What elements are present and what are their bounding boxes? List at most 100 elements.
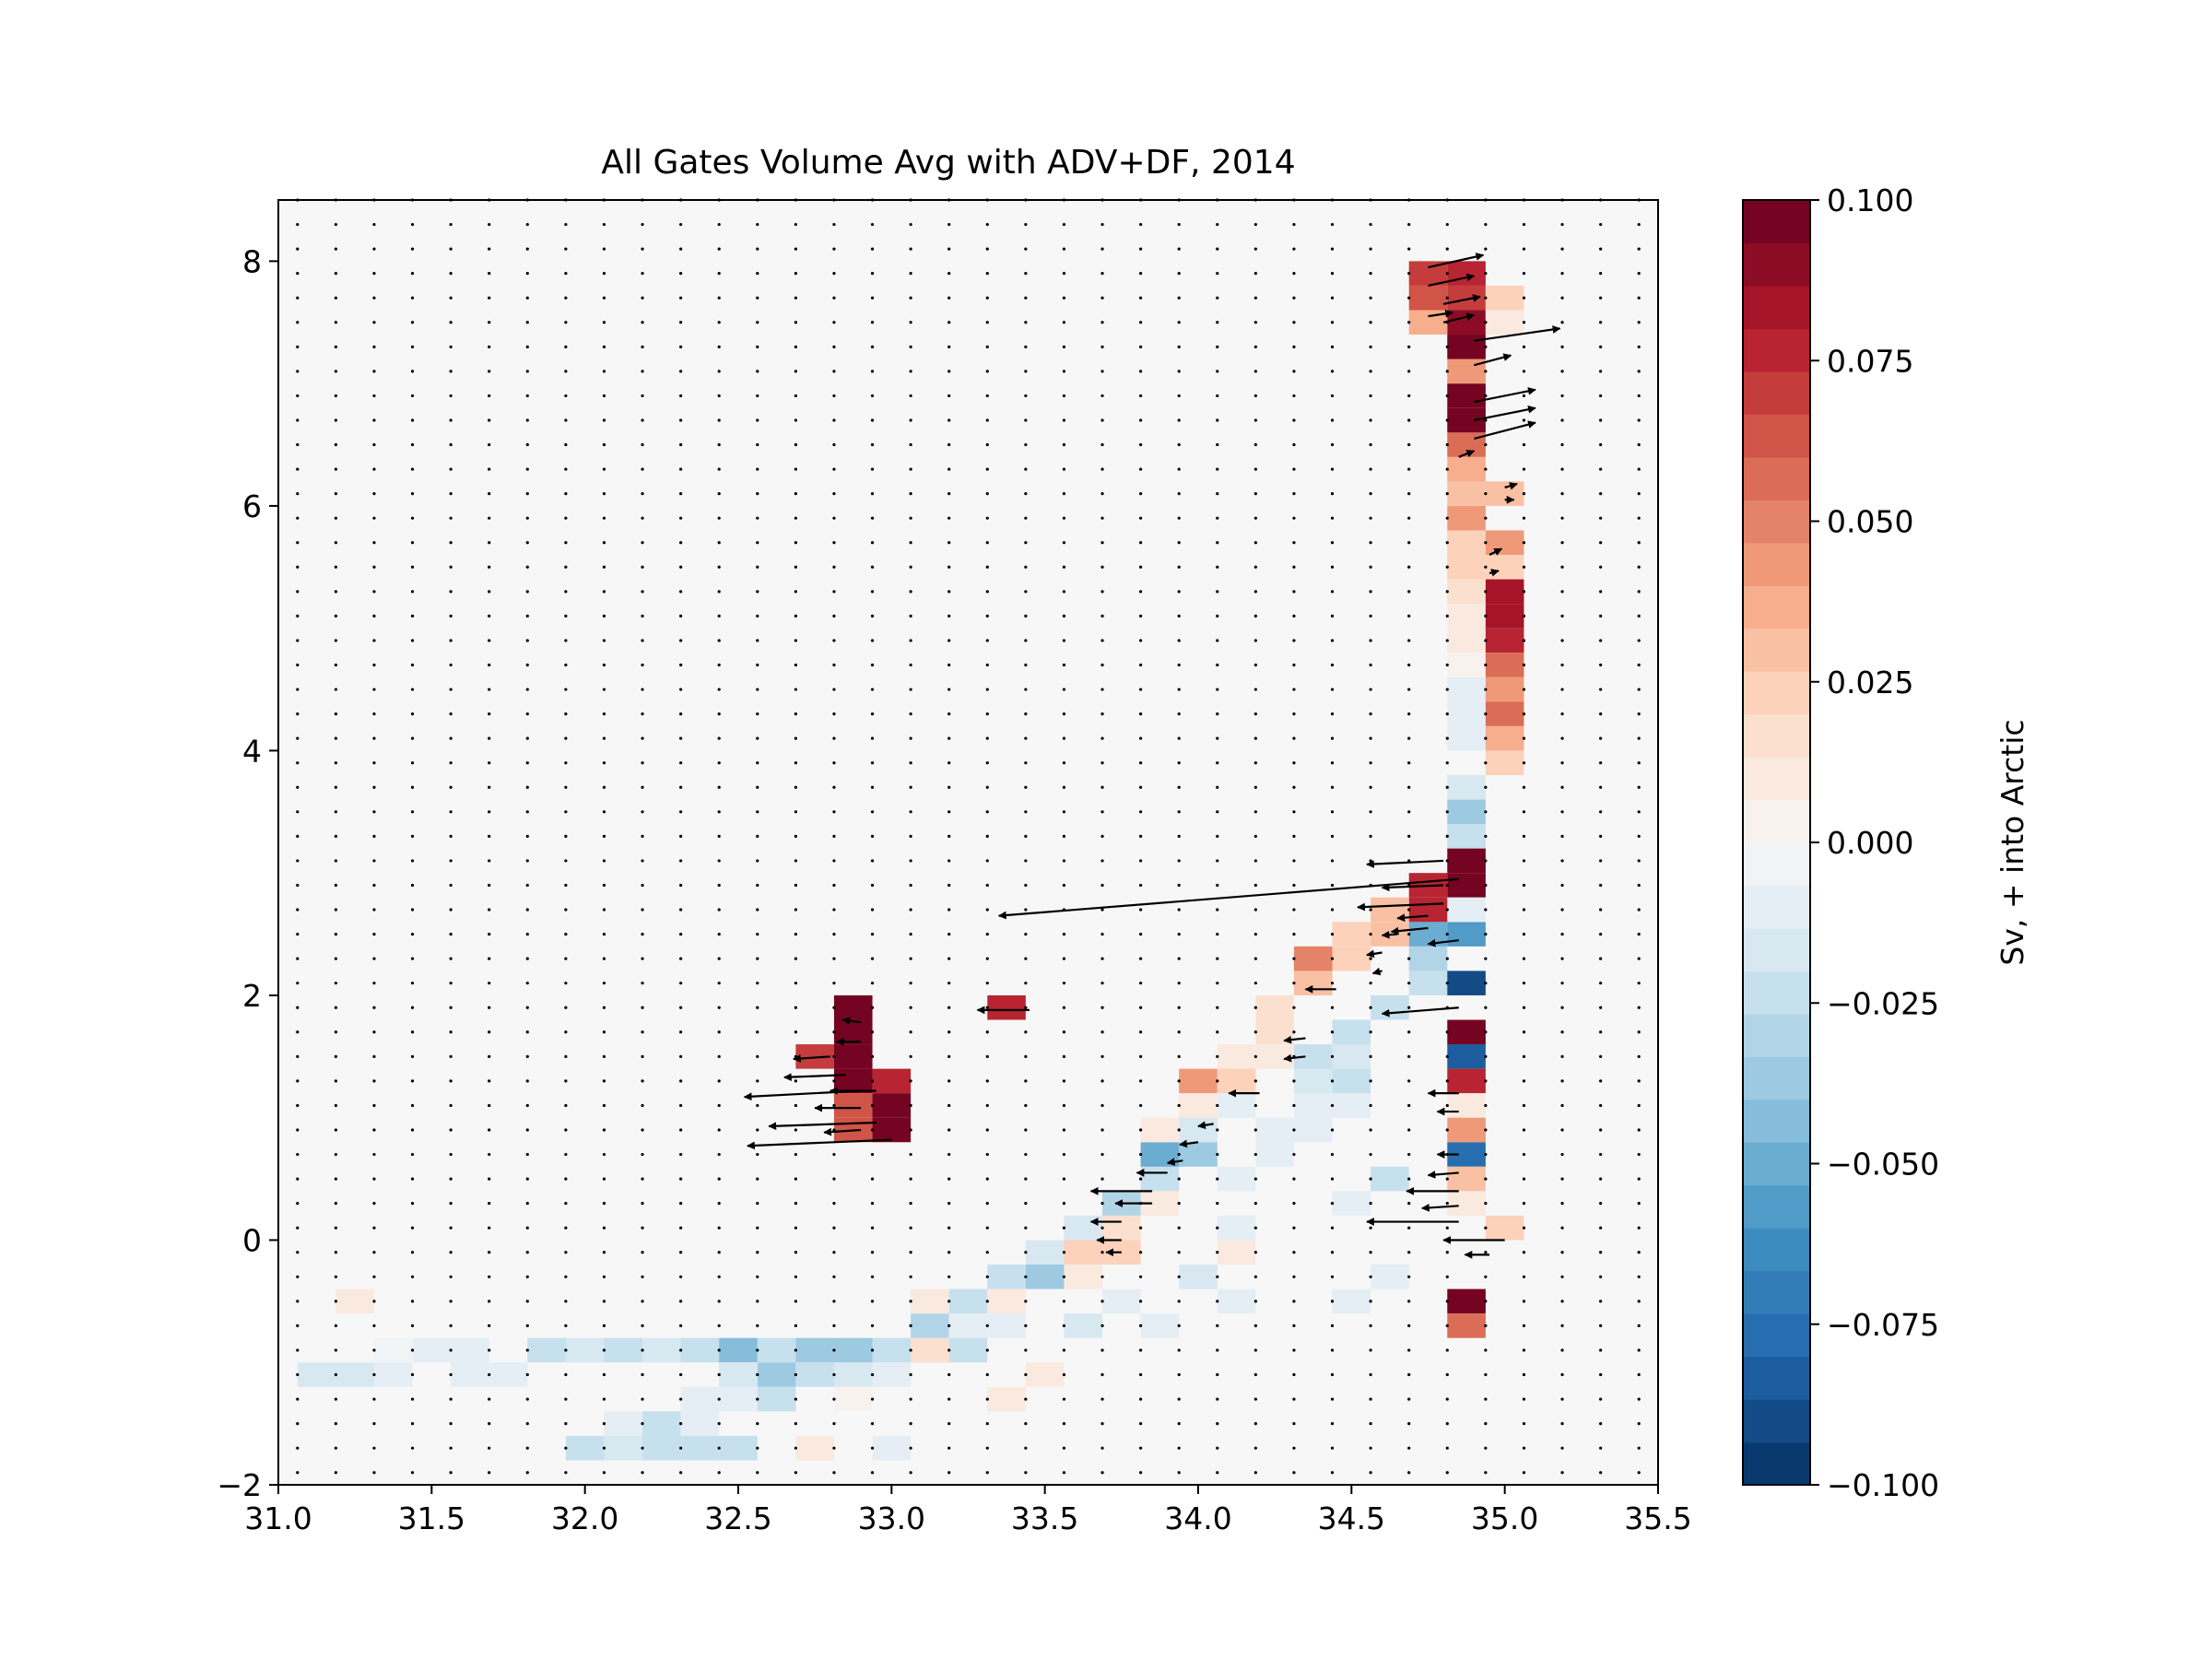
heatmap-cell (1447, 407, 1486, 433)
grid-dot (525, 932, 529, 936)
grid-dot (296, 883, 300, 888)
grid-dot (1100, 1177, 1104, 1181)
grid-dot (1292, 932, 1296, 936)
grid-dot (832, 541, 836, 545)
grid-dot (1369, 1348, 1372, 1352)
grid-dot (1407, 1471, 1411, 1475)
grid-dot (602, 1177, 606, 1181)
grid-dot (947, 1251, 951, 1254)
grid-dot (1139, 688, 1143, 691)
grid-dot (602, 785, 606, 789)
colorbar-tick-label: 0.000 (1827, 825, 1913, 861)
grid-dot (717, 1471, 721, 1475)
grid-dot (641, 1324, 644, 1328)
grid-dot (525, 1054, 529, 1058)
grid-dot (1560, 1152, 1564, 1157)
grid-dot (832, 1397, 836, 1401)
heatmap-cell (872, 1093, 912, 1118)
grid-dot (679, 516, 683, 520)
grid-dot (1445, 1177, 1449, 1181)
grid-dot (1445, 908, 1449, 912)
colorbar-tick-label: −0.050 (1827, 1147, 1939, 1182)
grid-dot (334, 418, 337, 422)
grid-dot (1407, 834, 1411, 838)
grid-dot (870, 541, 875, 545)
grid-dot (334, 345, 337, 348)
grid-dot (794, 688, 797, 691)
grid-dot (1216, 785, 1219, 789)
grid-dot (1292, 1422, 1296, 1426)
grid-dot (296, 908, 300, 912)
grid-dot (334, 590, 337, 594)
heatmap-cell (1447, 1044, 1486, 1069)
grid-dot (488, 1079, 491, 1083)
grid-dot (1139, 1471, 1143, 1475)
grid-dot (1177, 222, 1181, 227)
grid-dot (1407, 1103, 1411, 1108)
grid-dot (296, 1128, 300, 1132)
heatmap-cell (1447, 579, 1486, 605)
grid-dot (1330, 1079, 1335, 1083)
grid-dot (717, 1152, 721, 1157)
grid-dot (1637, 370, 1641, 373)
grid-dot (679, 296, 683, 300)
heatmap-cell (642, 1337, 681, 1363)
grid-dot (1139, 516, 1143, 520)
grid-dot (1024, 418, 1028, 422)
grid-dot (1445, 1030, 1449, 1034)
grid-dot (1292, 1251, 1296, 1254)
grid-dot (1292, 736, 1296, 740)
grid-dot (410, 541, 415, 545)
grid-dot (947, 614, 951, 618)
grid-dot (1100, 1372, 1104, 1377)
grid-dot (1369, 1030, 1372, 1034)
grid-dot (564, 1251, 568, 1254)
heatmap-cell (1447, 677, 1486, 702)
grid-dot (641, 394, 644, 398)
grid-dot (909, 492, 912, 496)
grid-dot (1253, 467, 1257, 471)
grid-dot (641, 1446, 644, 1450)
grid-dot (1369, 712, 1372, 716)
grid-dot (1445, 370, 1449, 373)
grid-dot (832, 370, 836, 373)
grid-dot (1599, 394, 1603, 398)
grid-dot (1599, 222, 1603, 227)
grid-dot (334, 1275, 337, 1278)
grid-dot (641, 883, 644, 888)
grid-dot (296, 1300, 300, 1303)
grid-dot (372, 908, 376, 912)
grid-dot (1484, 1128, 1488, 1132)
grid-dot (1100, 370, 1104, 373)
grid-dot (525, 908, 529, 912)
grid-dot (449, 1348, 453, 1352)
grid-dot (1599, 321, 1603, 324)
grid-dot (1522, 982, 1526, 985)
heatmap-cell (1447, 848, 1486, 874)
colorbar-label: Sv, + into Arctic (1994, 719, 2030, 965)
grid-dot (832, 1226, 836, 1230)
grid-dot (870, 296, 875, 300)
grid-dot (1560, 688, 1564, 691)
grid-dot (870, 1300, 875, 1303)
grid-dot (1560, 442, 1564, 447)
grid-dot (1484, 442, 1488, 447)
grid-dot (296, 467, 300, 471)
flow-arrow (1474, 405, 1536, 422)
grid-dot (1599, 1300, 1603, 1303)
grid-dot (1292, 1372, 1296, 1377)
grid-dot (1216, 1054, 1219, 1058)
grid-dot (1522, 1275, 1526, 1278)
heatmap-cell (642, 1435, 681, 1461)
grid-dot (1484, 982, 1488, 985)
grid-dot (1024, 932, 1028, 936)
grid-dot (1024, 1300, 1028, 1303)
heatmap-cell (1140, 1313, 1180, 1338)
grid-dot (794, 1177, 797, 1181)
grid-dot (602, 1030, 606, 1034)
grid-dot (947, 394, 951, 398)
grid-dot (1407, 932, 1411, 936)
heatmap-cell (1447, 725, 1486, 751)
grid-dot (1560, 1300, 1564, 1303)
grid-dot (1100, 442, 1104, 447)
